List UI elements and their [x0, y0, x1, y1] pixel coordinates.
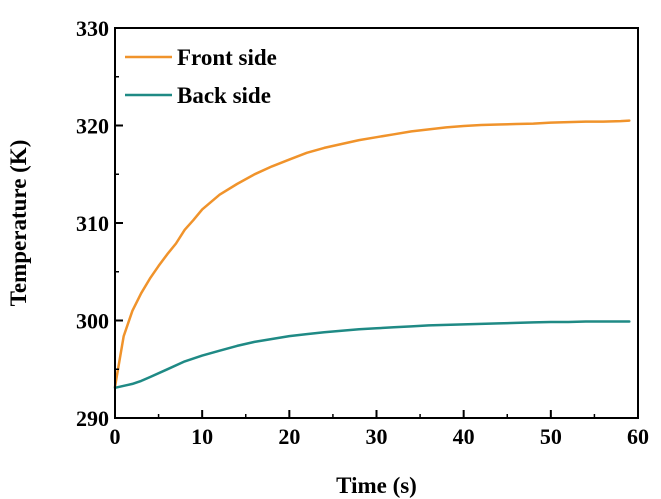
series-line-0 — [113, 119, 631, 389]
plot-series — [113, 119, 631, 390]
x-tick-label: 20 — [278, 424, 300, 449]
y-tick-label: 330 — [76, 16, 109, 41]
x-tick-label: 30 — [366, 424, 388, 449]
y-tick-label: 320 — [76, 114, 109, 139]
x-tick-label: 40 — [453, 424, 475, 449]
x-tick-label: 50 — [540, 424, 562, 449]
x-axis-title: Time (s) — [336, 473, 417, 498]
y-tick-label: 310 — [76, 211, 109, 236]
x-tick-label: 0 — [110, 424, 121, 449]
y-tick-label: 290 — [76, 406, 109, 431]
y-tick-label: 300 — [76, 309, 109, 334]
axis-ticks — [114, 27, 639, 419]
x-tick-label: 10 — [191, 424, 213, 449]
axis-tick-labels: 0 10 20 30 40 50 60 290 300 310 320 330 — [76, 16, 649, 449]
series-line-1 — [113, 320, 631, 390]
legend-label-1: Back side — [177, 83, 271, 108]
legend: Front side Back side — [125, 45, 277, 108]
legend-label-0: Front side — [177, 45, 277, 70]
x-tick-label: 60 — [627, 424, 649, 449]
y-axis-title: Temperature (K) — [6, 140, 31, 307]
